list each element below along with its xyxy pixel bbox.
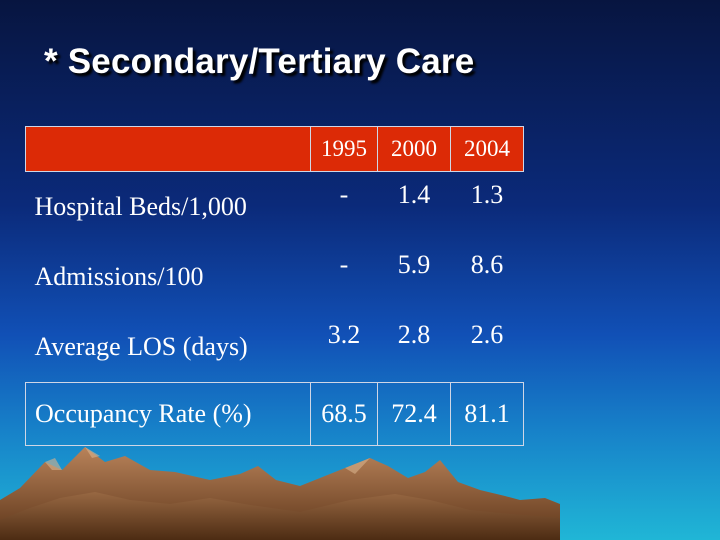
cell-value: 2.8 (397, 320, 431, 349)
cell-value: 5.9 (397, 250, 431, 279)
row-label-admissions: Admissions/100 (34, 262, 204, 291)
header-year-2004: 2004 (450, 126, 524, 172)
care-statistics-table: 1995 2000 2004 Hospital Beds/1,000 - 1.4… (25, 126, 524, 446)
slide-title: * Secondary/Tertiary Care (44, 42, 475, 81)
cell-value: 68.5 (310, 382, 378, 446)
table-header-row: 1995 2000 2004 (25, 126, 524, 172)
table-row: Occupancy Rate (%) 68.5 72.4 81.1 (25, 382, 524, 446)
cell-value: 2.6 (470, 320, 504, 349)
header-year-2000: 2000 (377, 126, 451, 172)
cell-value: 72.4 (377, 382, 451, 446)
cell-value: - (339, 180, 349, 209)
table-row: Admissions/100 - 5.9 8.6 (26, 242, 524, 312)
table-row: Average LOS (days) 3.2 2.8 2.6 (26, 312, 524, 383)
cell-value: 8.6 (470, 250, 504, 279)
header-blank-cell (25, 126, 311, 172)
cell-value: 81.1 (450, 382, 524, 446)
cell-value: - (339, 250, 349, 279)
row-label-average-los: Average LOS (days) (34, 332, 248, 361)
cell-value: 1.3 (470, 180, 504, 209)
header-year-1995: 1995 (310, 126, 378, 172)
cell-value: 1.4 (397, 180, 431, 209)
row-label-hospital-beds: Hospital Beds/1,000 (34, 192, 247, 221)
row-label-occupancy-rate: Occupancy Rate (%) (25, 382, 311, 446)
table-row: Hospital Beds/1,000 - 1.4 1.3 (26, 172, 524, 243)
cell-value: 3.2 (327, 320, 361, 349)
